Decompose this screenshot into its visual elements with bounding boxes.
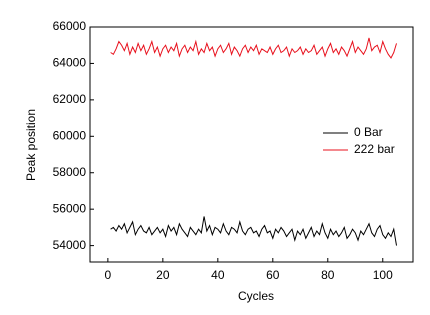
legend-label: 222 bar xyxy=(354,142,395,156)
x-tick-label: 100 xyxy=(373,268,393,282)
y-tick-label: 64000 xyxy=(53,56,87,70)
y-tick-label: 56000 xyxy=(53,201,87,215)
x-tick-label: 0 xyxy=(105,268,112,282)
y-tick-label: 62000 xyxy=(53,92,87,106)
x-tick-label: 60 xyxy=(266,268,280,282)
x-axis-label: Cycles xyxy=(238,289,274,303)
series-line xyxy=(110,37,397,59)
x-tick-label: 20 xyxy=(156,268,170,282)
plot-frame xyxy=(89,26,414,263)
y-tick-label: 66000 xyxy=(53,19,87,33)
y-tick-label: 54000 xyxy=(53,238,87,252)
legend-label: 0 Bar xyxy=(354,125,383,139)
x-tick-label: 40 xyxy=(211,268,225,282)
x-tick-label: 80 xyxy=(321,268,335,282)
y-tick-label: 58000 xyxy=(53,165,87,179)
y-tick-label: 60000 xyxy=(53,128,87,142)
y-axis-label: Peak position xyxy=(24,109,38,181)
series-line xyxy=(110,216,397,246)
